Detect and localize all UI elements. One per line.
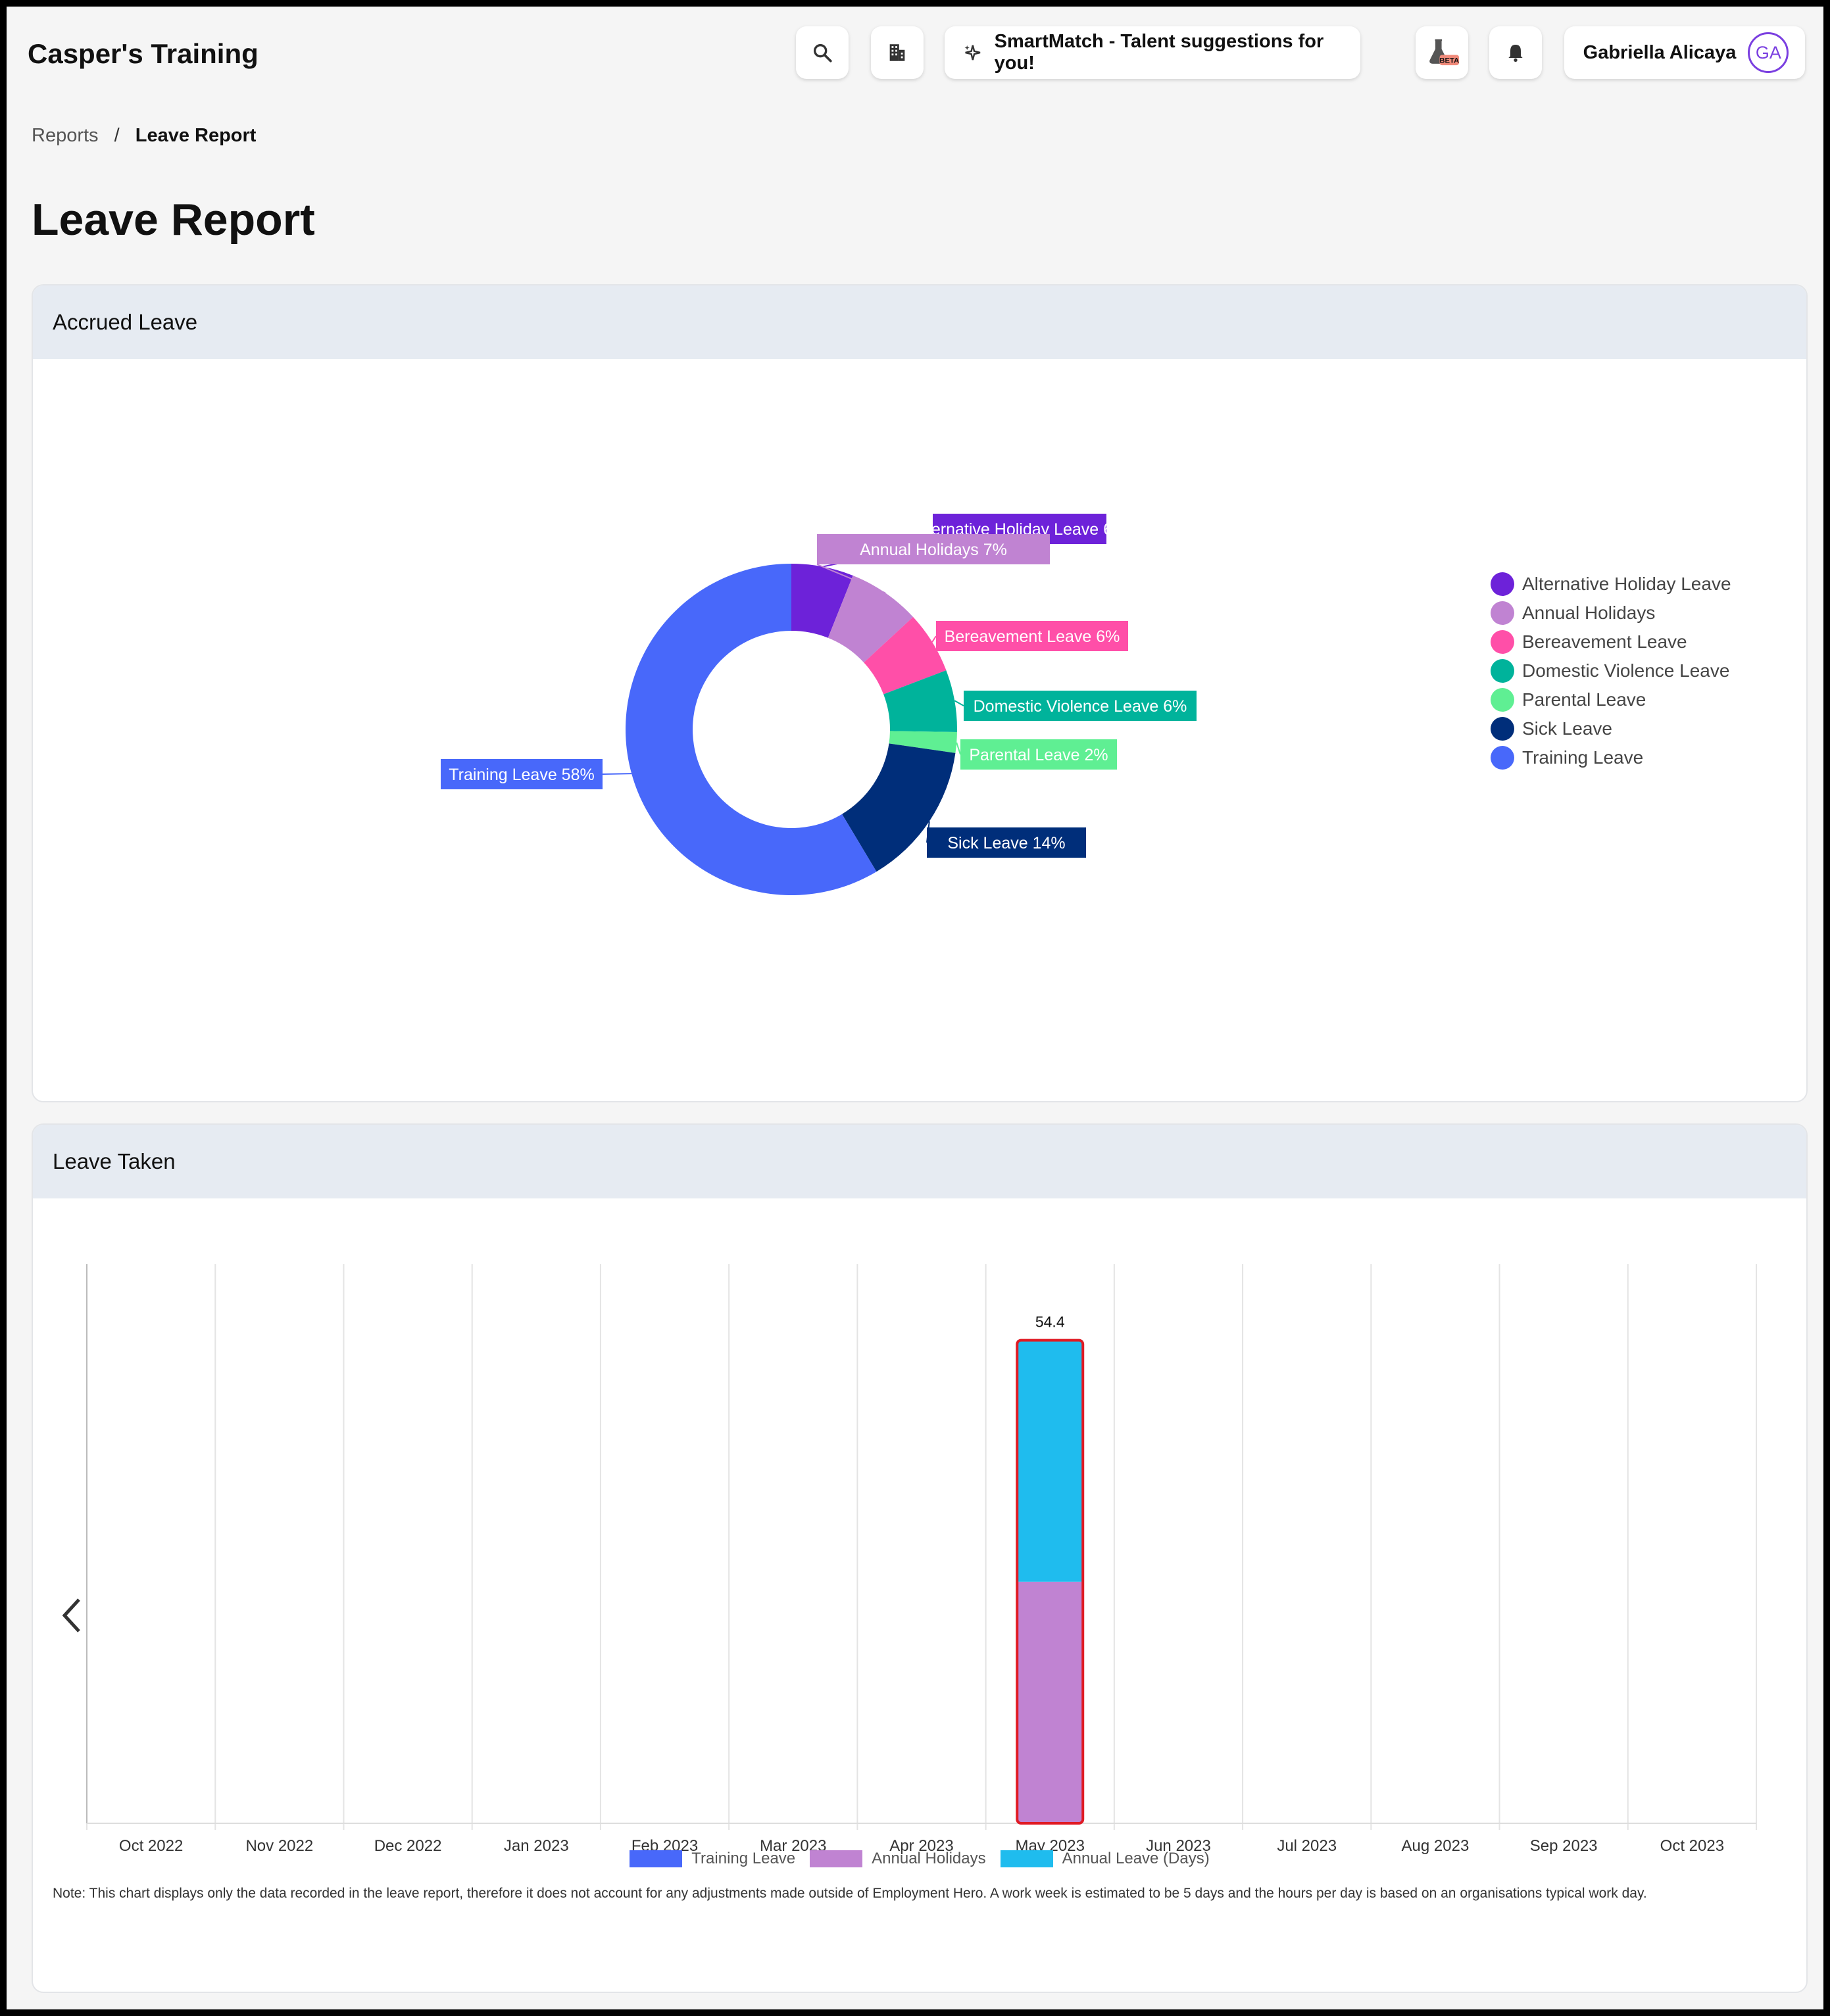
donut-leader-line [956, 742, 961, 755]
leave-taken-legend: Training Leave Annual Holidays Annual Le… [33, 1850, 1806, 1868]
legend-item-training-leave[interactable]: Training Leave [1491, 743, 1731, 772]
chevron-left-icon[interactable] [59, 1596, 86, 1635]
accrued-leave-title: Accrued Leave [33, 285, 1806, 359]
donut-label-box [441, 759, 603, 789]
legend-label: Parental Leave [1522, 689, 1646, 710]
smartmatch-button[interactable]: SmartMatch - Talent suggestions for you! [945, 26, 1360, 79]
bar-total-label: 54.4 [1035, 1314, 1065, 1331]
legend-swatch [1491, 688, 1514, 712]
breadcrumb: Reports / Leave Report [32, 125, 256, 147]
x-tick-label: Dec 2022 [374, 1837, 442, 1855]
legend-swatch [1491, 659, 1514, 683]
accrued-leave-card: Accrued Leave Alternative Holiday Leave … [32, 284, 1808, 1102]
legend-item-annual-leave-days[interactable]: Annual Leave (Days) [1000, 1850, 1210, 1868]
legend-item-bereavement-leave[interactable]: Bereavement Leave [1491, 627, 1731, 656]
bar-annual-leave-days-may-2023[interactable] [1017, 1340, 1083, 1582]
smartmatch-label: SmartMatch - Talent suggestions for you! [994, 31, 1324, 74]
legend-item-annual-holidays[interactable]: Annual Holidays [1491, 599, 1731, 627]
bell-icon [1508, 45, 1523, 62]
donut-label-box [936, 621, 1128, 651]
legend-swatch [1491, 717, 1514, 741]
donut-label-domestic-violence-leave: Domestic Violence Leave 6% [974, 697, 1187, 716]
donut-leader-line [816, 564, 886, 594]
legend-label: Domestic Violence Leave [1522, 660, 1730, 681]
donut-slice-domestic-violence-leave[interactable] [883, 670, 957, 732]
legend-label: Annual Holidays [872, 1850, 986, 1867]
building-icon [889, 44, 905, 61]
leave-taken-title: Leave Taken [33, 1125, 1806, 1198]
avatar: GA [1748, 32, 1789, 73]
beta-badge: BETA [1439, 57, 1459, 65]
donut-label-box [964, 691, 1197, 721]
donut-label-training-leave: Training Leave 58% [449, 766, 594, 784]
legend-item-parental-leave[interactable]: Parental Leave [1491, 685, 1731, 714]
legend-swatch [630, 1850, 683, 1867]
chart-note: Note: This chart displays only the data … [53, 1886, 1647, 1901]
accrued-leave-donut-chart: Alternative Holiday Leave 6%Annual Holid… [441, 514, 1197, 895]
x-tick-label: Jan 2023 [504, 1837, 569, 1855]
donut-slice-sick-leave[interactable] [842, 743, 956, 872]
user-name: Gabriella Alicaya [1583, 41, 1737, 63]
donut-label-box [927, 827, 1086, 858]
x-tick-label: Sep 2023 [1530, 1837, 1598, 1855]
x-tick-label: Oct 2022 [119, 1837, 183, 1855]
notifications-button[interactable] [1489, 26, 1542, 79]
x-tick-label: Oct 2023 [1660, 1837, 1724, 1855]
bar-selection-outline [1016, 1339, 1085, 1825]
x-tick-label: Nov 2022 [245, 1837, 313, 1855]
x-tick-label: Jun 2023 [1146, 1837, 1211, 1855]
organisation-button[interactable] [871, 26, 924, 79]
donut-slice-annual-holidays[interactable] [828, 576, 914, 663]
x-tick-label: Apr 2023 [889, 1837, 953, 1855]
legend-item-training-leave[interactable]: Training Leave [630, 1850, 795, 1868]
page-title: Leave Report [32, 195, 315, 245]
legend-label: Sick Leave [1522, 718, 1612, 739]
donut-label-bereavement-leave: Bereavement Leave 6% [945, 627, 1120, 646]
leave-taken-card: Leave Taken Oct 2022 Nov 2022 Dec 2022 Jan … [32, 1123, 1808, 1993]
donut-label-sick-leave: Sick Leave 14% [947, 834, 1065, 852]
legend-label: Training Leave [691, 1850, 796, 1867]
donut-label-annual-holidays: Annual Holidays 7% [860, 541, 1007, 559]
accrued-leave-legend: Alternative Holiday Leave Annual Holiday… [1491, 570, 1731, 772]
donut-slice-training-leave[interactable] [625, 564, 877, 895]
legend-label: Bereavement Leave [1522, 631, 1687, 652]
x-tick-label: Jul 2023 [1277, 1837, 1337, 1855]
breadcrumb-current: Leave Report [135, 125, 257, 146]
donut-label-box [960, 739, 1117, 770]
leave-taken-bar-chart: Oct 2022 Nov 2022 Dec 2022 Jan 2023 Feb 2023… [86, 1264, 1757, 1855]
bar-annual-holidays-may-2023[interactable] [1017, 1581, 1083, 1823]
donut-leader-line [931, 635, 937, 643]
user-menu-button[interactable]: Gabriella Alicaya GA [1564, 26, 1805, 79]
legend-item-annual-holidays[interactable]: Annual Holidays [810, 1850, 986, 1868]
breadcrumb-separator: / [114, 125, 120, 146]
app-title: Casper's Training [28, 38, 259, 69]
donut-label-parental-leave: Parental Leave 2% [969, 746, 1108, 764]
legend-label: Training Leave [1522, 747, 1644, 768]
search-icon [813, 43, 832, 62]
donut-slice-bereavement-leave[interactable] [864, 617, 947, 695]
breadcrumb-reports-link[interactable]: Reports [32, 125, 99, 146]
legend-item-alternative-holiday-leave[interactable]: Alternative Holiday Leave [1491, 570, 1731, 599]
legend-label: Annual Leave (Days) [1062, 1850, 1210, 1867]
flask-icon: BETA [1429, 39, 1459, 66]
search-button[interactable] [796, 26, 849, 79]
legend-swatch [1491, 746, 1514, 770]
donut-leader-line [954, 700, 964, 706]
donut-slice-alternative-holiday-leave[interactable] [791, 564, 853, 638]
sparkle-icon [964, 45, 981, 61]
top-bar: Casper's Training SmartMatch - Talent su… [7, 7, 1823, 99]
legend-label: Annual Holidays [1522, 602, 1656, 623]
legend-swatch [1000, 1850, 1053, 1867]
legend-swatch [1491, 572, 1514, 596]
donut-label-box [817, 534, 1050, 564]
donut-slice-parental-leave[interactable] [889, 731, 957, 753]
legend-swatch [1491, 630, 1514, 654]
legend-item-domestic-violence-leave[interactable]: Domestic Violence Leave [1491, 656, 1731, 685]
x-tick-label: Aug 2023 [1402, 1837, 1470, 1855]
legend-label: Alternative Holiday Leave [1522, 574, 1731, 594]
legend-swatch [1491, 601, 1514, 625]
legend-swatch [810, 1850, 863, 1867]
legend-item-sick-leave[interactable]: Sick Leave [1491, 714, 1731, 743]
beta-labs-button[interactable]: BETA [1416, 26, 1468, 79]
